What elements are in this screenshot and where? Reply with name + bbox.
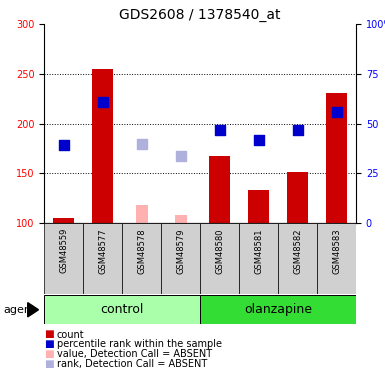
Text: control: control bbox=[100, 303, 144, 316]
Bar bbox=[239, 223, 278, 294]
Bar bbox=[83, 223, 122, 294]
Text: GSM48559: GSM48559 bbox=[59, 228, 68, 273]
Text: GSM48581: GSM48581 bbox=[254, 228, 263, 274]
Text: GSM48580: GSM48580 bbox=[215, 228, 224, 274]
Bar bbox=[122, 223, 161, 294]
Bar bbox=[175, 215, 187, 223]
Text: count: count bbox=[57, 330, 85, 339]
Text: agent: agent bbox=[4, 305, 36, 315]
Text: GSM48583: GSM48583 bbox=[332, 228, 341, 274]
Title: GDS2608 / 1378540_at: GDS2608 / 1378540_at bbox=[119, 8, 281, 22]
Point bbox=[139, 141, 145, 147]
Text: GSM48582: GSM48582 bbox=[293, 228, 302, 274]
Bar bbox=[287, 172, 308, 223]
Point bbox=[177, 153, 184, 159]
Point bbox=[333, 109, 340, 115]
Text: ■: ■ bbox=[44, 359, 54, 369]
Text: ■: ■ bbox=[44, 339, 54, 349]
Text: ■: ■ bbox=[44, 349, 54, 359]
Text: GSM48579: GSM48579 bbox=[176, 228, 185, 274]
Bar bbox=[44, 295, 200, 324]
Bar bbox=[317, 223, 356, 294]
Bar bbox=[200, 223, 239, 294]
Point bbox=[256, 136, 262, 142]
Bar bbox=[92, 69, 114, 223]
Point bbox=[61, 142, 67, 148]
Bar bbox=[200, 295, 356, 324]
Point bbox=[217, 127, 223, 133]
Bar bbox=[53, 218, 74, 223]
Text: percentile rank within the sample: percentile rank within the sample bbox=[57, 339, 222, 349]
Polygon shape bbox=[28, 303, 38, 317]
Point bbox=[100, 99, 106, 105]
Text: GSM48577: GSM48577 bbox=[98, 228, 107, 274]
Text: GSM48578: GSM48578 bbox=[137, 228, 146, 274]
Point bbox=[295, 127, 301, 133]
Bar bbox=[248, 190, 270, 223]
Bar bbox=[278, 223, 317, 294]
Bar bbox=[44, 223, 83, 294]
Text: olanzapine: olanzapine bbox=[244, 303, 312, 316]
Bar bbox=[136, 205, 147, 223]
Text: rank, Detection Call = ABSENT: rank, Detection Call = ABSENT bbox=[57, 359, 207, 369]
Bar bbox=[161, 223, 200, 294]
Text: value, Detection Call = ABSENT: value, Detection Call = ABSENT bbox=[57, 349, 212, 359]
Bar bbox=[209, 156, 230, 223]
Text: ■: ■ bbox=[44, 330, 54, 339]
Bar bbox=[326, 93, 347, 223]
